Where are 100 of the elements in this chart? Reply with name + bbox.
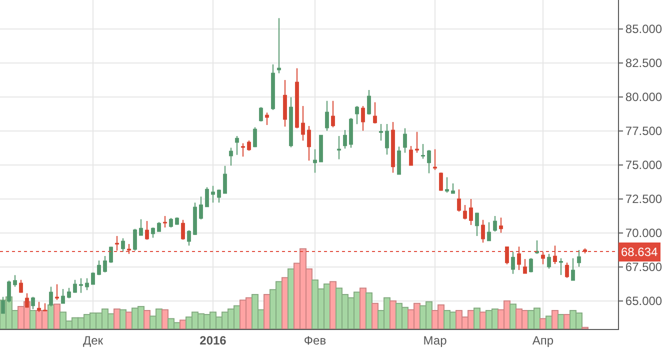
candlestick: [325, 100, 329, 132]
candlestick: [283, 79, 287, 128]
bar: [54, 304, 60, 329]
candlestick: [547, 253, 551, 270]
candlestick: [403, 128, 407, 154]
x-tick-label: 2016: [200, 333, 227, 348]
candlestick: [85, 278, 89, 291]
candlestick: [193, 202, 197, 236]
candlestick: [331, 100, 335, 128]
candlestick: [253, 126, 257, 148]
candlestick: [241, 142, 245, 158]
candlestick: [475, 212, 479, 236]
y-tick-label: 80.000: [625, 90, 662, 104]
x-tick-label: Апр: [532, 333, 554, 348]
candlestick: [421, 144, 425, 160]
candlestick: [457, 188, 461, 212]
candlestick: [229, 147, 233, 166]
x-tick-label: Фев: [304, 333, 326, 348]
x-tick-label: Мар: [423, 333, 448, 348]
candlestick: [151, 227, 155, 238]
candlestick: [481, 219, 485, 244]
bar: [474, 308, 480, 329]
candlestick: [79, 278, 83, 294]
candlestick: [67, 287, 71, 299]
candlestick: [451, 182, 455, 194]
x-tick-label: Дек: [82, 333, 104, 348]
candlestick: [319, 134, 323, 163]
candlestick: [73, 279, 77, 294]
candlestick: [19, 279, 23, 294]
candlestick: [289, 96, 293, 148]
candlestick: [361, 105, 365, 132]
candlestick: [313, 148, 317, 174]
candlestick: [121, 238, 125, 252]
candlestick: [181, 219, 185, 240]
candlestick: [259, 106, 263, 122]
candlestick: [271, 64, 275, 111]
bar: [162, 309, 168, 329]
y-tick-label: 72.500: [625, 192, 662, 206]
candlestick: [301, 105, 305, 142]
candlestick: [97, 260, 101, 276]
candlestick: [235, 136, 239, 156]
candlestick: [61, 288, 65, 304]
y-tick-label: 67.500: [625, 260, 662, 274]
candlestick: [55, 284, 59, 301]
candlestick: [139, 218, 143, 236]
candlestick: [157, 222, 161, 232]
candlestick: [199, 196, 203, 220]
candlestick: [205, 186, 209, 208]
candlestick: [223, 165, 227, 194]
y-tick-label: 75.000: [625, 158, 662, 172]
candlestick: [277, 18, 281, 74]
bar: [366, 292, 372, 329]
candlestick: [175, 216, 179, 226]
ref-line-label: 68.634: [621, 245, 658, 259]
candlestick: [385, 124, 389, 156]
candlestick: [109, 246, 113, 264]
candlestick: [445, 176, 449, 194]
candlestick: [415, 131, 419, 154]
candlestick: [265, 112, 269, 126]
bar: [552, 310, 558, 329]
candlestick: [217, 188, 221, 204]
candlestick: [409, 145, 413, 166]
y-tick-label: 70.000: [625, 226, 662, 240]
candlestick: [397, 146, 401, 175]
candlestick: [487, 222, 491, 242]
candlestick: [427, 150, 431, 174]
y-tick-label: 65.000: [625, 294, 662, 308]
candlestick: [511, 251, 515, 274]
candlestick: [577, 249, 581, 268]
candlestick: [367, 90, 371, 116]
candlestick: [295, 68, 299, 129]
candlestick: [559, 258, 563, 276]
bar: [144, 310, 150, 329]
candlestick: [523, 258, 527, 274]
candlestick: [373, 102, 377, 124]
candlestick: [391, 122, 395, 174]
candlestick: [469, 198, 473, 226]
candlestick: [439, 172, 443, 192]
candlestick: [493, 215, 497, 232]
candlestick: [337, 136, 341, 160]
candlestick: [169, 218, 173, 228]
candlestick: [187, 230, 191, 246]
candlestick: [463, 204, 467, 220]
candlestick: [307, 125, 311, 162]
candlestick: [31, 296, 35, 310]
candlestick: [565, 262, 569, 278]
candlestick: [355, 105, 359, 125]
candlestick: [103, 255, 107, 273]
y-tick-label: 82.500: [625, 56, 662, 70]
candlestick: [571, 258, 575, 282]
candlestick: [133, 228, 137, 252]
candlestick: [13, 274, 17, 288]
candlestick: [145, 220, 149, 240]
candlestick: [499, 217, 503, 234]
candlestick: [379, 124, 383, 142]
candlestick: [91, 272, 95, 286]
candlestick: [529, 258, 533, 273]
candlestick: [247, 140, 251, 152]
y-tick-label: 85.000: [625, 22, 662, 36]
y-tick-label: 77.500: [625, 124, 662, 138]
